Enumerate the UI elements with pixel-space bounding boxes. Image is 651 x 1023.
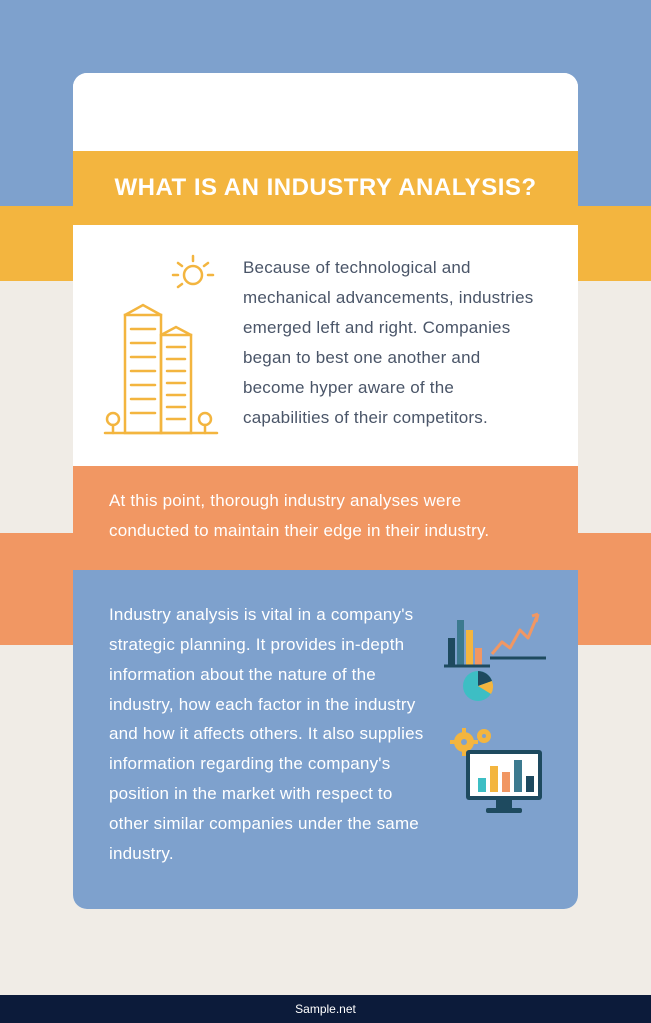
highlight-paragraph: At this point, thorough industry analyse… xyxy=(109,486,544,546)
infographic-card: WHAT IS AN INDUSTRY ANALYSIS? xyxy=(73,73,578,909)
section-detail: Industry analysis is vital in a company'… xyxy=(73,570,578,909)
dashboard-monitor-icon xyxy=(446,728,546,816)
footer-text: Sample.net xyxy=(295,1002,356,1016)
detail-paragraph: Industry analysis is vital in a company'… xyxy=(109,600,424,869)
analytics-chart-icon xyxy=(442,604,550,704)
title-text: WHAT IS AN INDUSTRY ANALYSIS? xyxy=(114,174,536,201)
detail-icons xyxy=(442,600,550,869)
card-top-padding xyxy=(73,73,578,151)
intro-paragraph: Because of technological and mechanical … xyxy=(243,253,544,438)
title-bar: WHAT IS AN INDUSTRY ANALYSIS? xyxy=(73,151,578,225)
section-intro: Because of technological and mechanical … xyxy=(73,225,578,466)
footer-bar: Sample.net xyxy=(0,995,651,1023)
buildings-icon xyxy=(101,253,221,438)
section-highlight: At this point, thorough industry analyse… xyxy=(73,466,578,570)
